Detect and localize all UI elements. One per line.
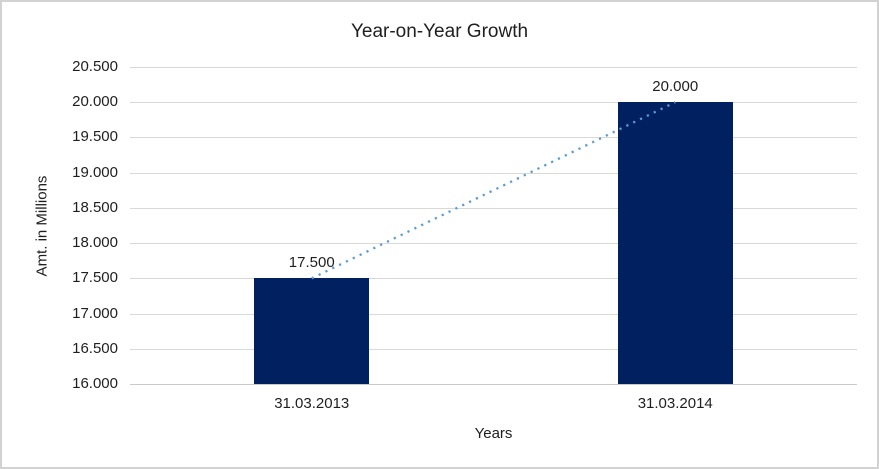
x-axis-tick-label: 31.03.2013 — [274, 395, 350, 412]
x-axis-tick-label: 31.03.2014 — [637, 395, 713, 412]
gridline — [130, 243, 857, 245]
y-axis-tick-label: 20.500 — [72, 58, 118, 75]
y-axis-tick-label: 19.500 — [72, 128, 118, 146]
y-axis-tick-label: 17.500 — [72, 269, 118, 287]
bar — [617, 102, 733, 384]
gridline — [130, 137, 857, 139]
trendline — [311, 101, 676, 280]
gridline — [130, 102, 857, 104]
chart-title: Year-on-Year Growth — [350, 21, 529, 42]
y-axis-tick-label: 20.000 — [72, 93, 118, 111]
gridline — [130, 172, 857, 174]
gridline — [130, 348, 857, 350]
x-axis-title: Years — [474, 425, 513, 442]
y-axis-tick-label: 17.000 — [72, 304, 118, 322]
bar-value-label: 20.000 — [652, 78, 699, 96]
gridline — [130, 278, 857, 280]
y-axis-tick-label: 16.500 — [72, 339, 118, 357]
y-axis-tick-label: 19.000 — [72, 163, 118, 181]
y-axis-tick-label: 18.500 — [72, 198, 118, 216]
y-axis-tick-label: 18.000 — [72, 234, 118, 252]
gridline — [130, 207, 857, 209]
gridline — [130, 67, 857, 68]
bar — [254, 278, 370, 384]
gridline — [130, 313, 857, 315]
y-axis-title: Amt. in Millions — [33, 175, 50, 276]
bar-value-label: 17.500 — [288, 254, 335, 272]
x-axis-line — [130, 384, 857, 385]
y-axis-tick-label: 16.000 — [72, 375, 118, 392]
